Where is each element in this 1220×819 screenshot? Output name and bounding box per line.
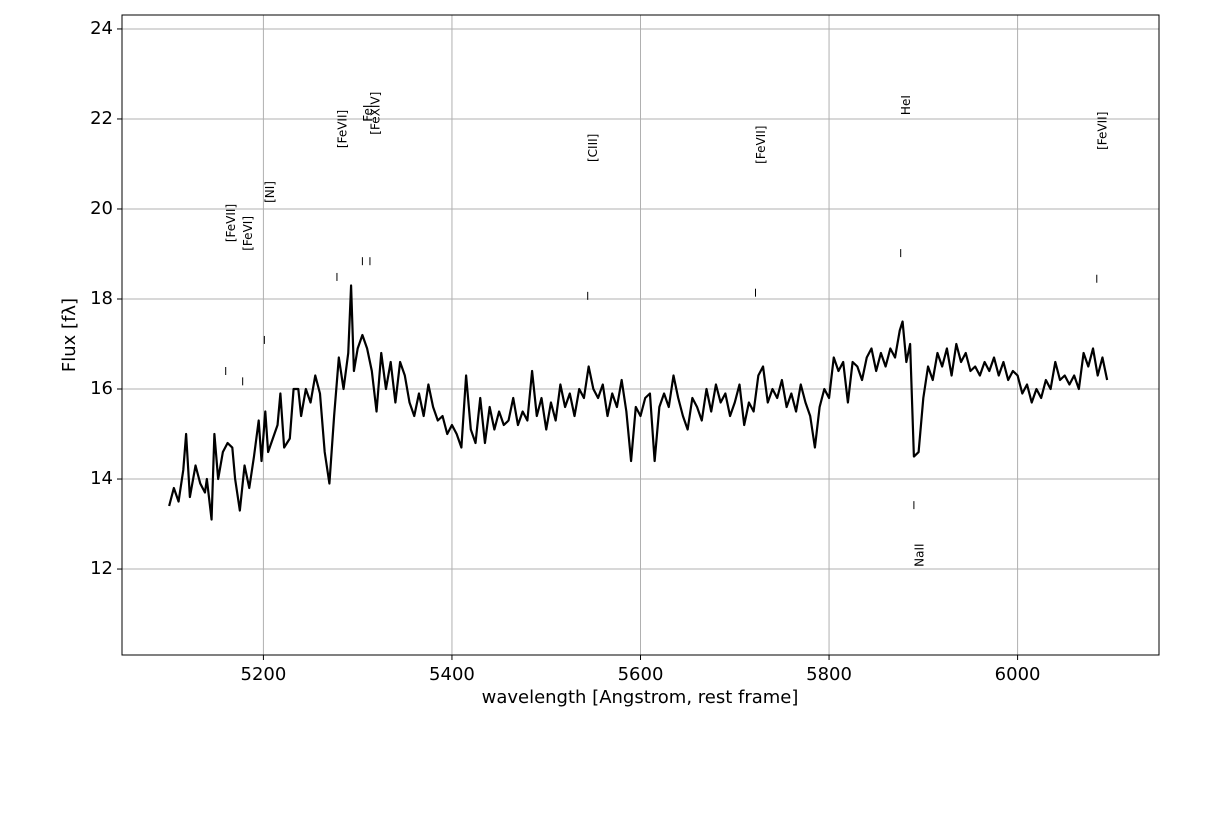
line-label: [FeVII] <box>335 110 349 148</box>
line-label: [FeVII] <box>754 126 768 164</box>
y-axis-label: Flux [fλ] <box>59 298 80 372</box>
y-tick-label: 22 <box>90 108 113 129</box>
x-axis-label: wavelength [Angstrom, rest frame] <box>482 687 799 708</box>
y-tick-label: 20 <box>90 198 113 219</box>
x-tick-label: 5400 <box>429 664 475 685</box>
plot-frame <box>121 14 1160 656</box>
spectrum-line <box>168 284 1109 521</box>
x-tick-label: 5200 <box>241 664 287 685</box>
line-label: [NI] <box>263 181 277 203</box>
line-label: NaII <box>912 543 926 566</box>
y-tick-label: 24 <box>90 18 113 39</box>
line-label: [FeVII] <box>224 204 238 242</box>
x-tick-label: 6000 <box>995 664 1041 685</box>
line-label: [FeXIV] <box>368 92 382 135</box>
line-label: [CIII] <box>586 134 600 162</box>
y-tick-label: 18 <box>90 288 113 309</box>
y-tick-label: 12 <box>90 558 113 579</box>
x-tick-label: 5600 <box>618 664 664 685</box>
x-tick-label: 5800 <box>806 664 852 685</box>
line-label: FeI <box>361 105 375 122</box>
line-label: [FeVI] <box>241 216 255 251</box>
line-label: HeI <box>899 95 913 115</box>
y-tick-label: 16 <box>90 378 113 399</box>
y-tick-label: 14 <box>90 468 113 489</box>
line-label: [FeVII] <box>1095 112 1109 150</box>
